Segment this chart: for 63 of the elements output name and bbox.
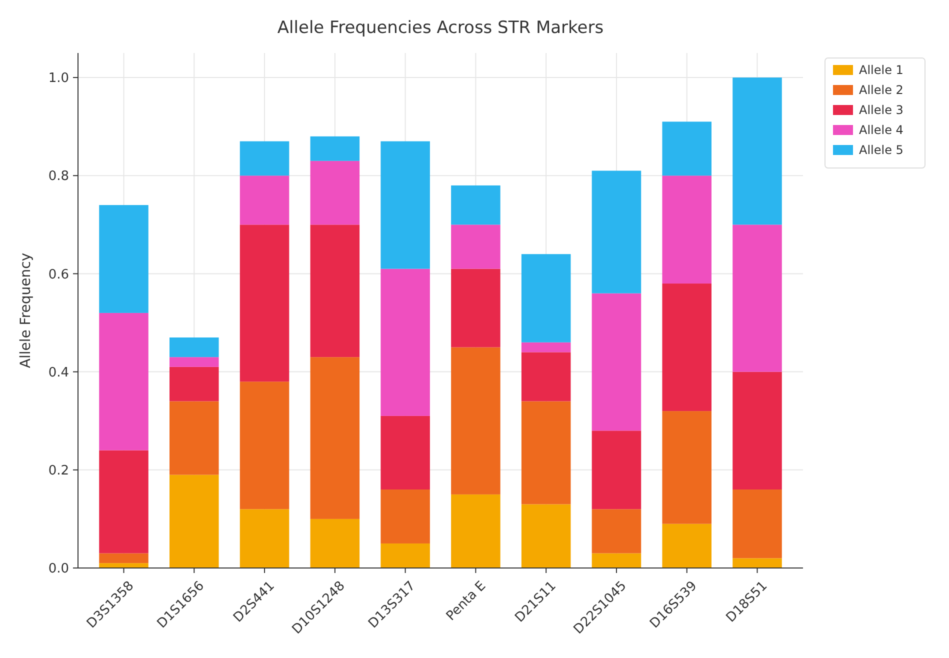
legend-label: Allele 4 xyxy=(859,123,904,138)
y-tick-label: 0.4 xyxy=(48,365,69,380)
y-axis-title: Allele Frequency xyxy=(18,252,34,368)
bar xyxy=(310,518,360,568)
bar xyxy=(451,185,500,225)
bar xyxy=(240,224,290,382)
bar xyxy=(170,337,219,358)
bar xyxy=(662,176,712,284)
bar xyxy=(592,170,642,294)
bar xyxy=(380,543,430,568)
bar xyxy=(310,160,360,225)
y-tick-label: 0.6 xyxy=(48,267,69,282)
bar xyxy=(310,357,360,519)
bar xyxy=(99,205,148,313)
bar xyxy=(732,372,782,490)
bar xyxy=(592,553,642,568)
y-tick-label: 0.8 xyxy=(48,169,69,184)
bar xyxy=(170,357,219,367)
bar xyxy=(380,416,430,490)
bar xyxy=(662,122,712,176)
bar xyxy=(240,141,290,176)
bar xyxy=(99,553,148,564)
bar xyxy=(380,268,430,416)
y-tick-label: 1.0 xyxy=(48,71,69,86)
bar xyxy=(732,490,782,558)
bar xyxy=(170,401,219,475)
bar xyxy=(521,342,571,352)
bar xyxy=(240,176,290,225)
bar xyxy=(310,224,360,358)
bar xyxy=(99,450,148,554)
bar xyxy=(380,141,430,269)
bar xyxy=(592,509,642,554)
bar xyxy=(310,136,360,161)
bar xyxy=(451,224,500,269)
bar xyxy=(521,352,571,402)
bar xyxy=(170,474,219,568)
bar xyxy=(380,490,430,544)
bar xyxy=(99,563,148,568)
bar xyxy=(732,558,782,568)
bar xyxy=(521,504,571,568)
bar xyxy=(451,268,500,348)
bar xyxy=(732,78,782,225)
bar xyxy=(662,411,712,524)
bar xyxy=(170,366,219,402)
bar xyxy=(662,284,712,412)
bar xyxy=(451,347,500,494)
bar xyxy=(592,293,642,431)
bar xyxy=(240,509,290,568)
legend-label: Allele 2 xyxy=(859,83,904,98)
bar xyxy=(240,382,290,510)
bar xyxy=(732,224,782,372)
y-tick-label: 0.2 xyxy=(48,463,69,478)
bar xyxy=(521,254,571,342)
bar xyxy=(521,401,571,504)
chart-title: Allele Frequencies Across STR Markers xyxy=(277,18,604,38)
legend-label: Allele 3 xyxy=(859,103,904,118)
bar xyxy=(592,430,642,510)
bar xyxy=(451,494,500,568)
bar xyxy=(662,524,712,568)
legend-label: Allele 1 xyxy=(859,63,904,78)
bar xyxy=(99,312,148,450)
y-tick-label: 0.0 xyxy=(48,562,69,577)
legend-label: Allele 5 xyxy=(859,143,904,158)
